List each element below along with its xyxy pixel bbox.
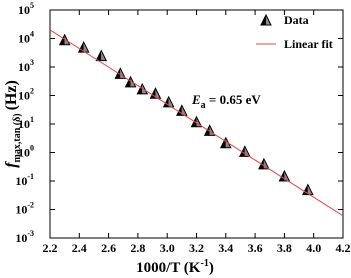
data-point <box>278 169 291 182</box>
y-tick-label: 103 <box>18 58 34 74</box>
y-tick-exponent: 1 <box>30 115 34 124</box>
marker-outline <box>278 169 291 182</box>
y-tick-base: 10 <box>18 117 30 131</box>
y-tick-base: 10 <box>15 174 27 188</box>
y-tick-base: 10 <box>15 203 27 217</box>
x-tick-label: 3.6 <box>248 241 263 255</box>
x-tick-label: 3.2 <box>189 241 204 255</box>
y-tick-exponent: 4 <box>30 30 34 39</box>
x-tick-label: 3.4 <box>218 241 233 255</box>
y-tick-exponent: -3 <box>27 229 34 238</box>
y-tick-exponent: 2 <box>30 87 34 96</box>
x-label-sup: -1 <box>200 258 208 269</box>
x-tick-label: 4.0 <box>306 241 321 255</box>
x-tick-label: 3.8 <box>277 241 292 255</box>
y-tick-label: 104 <box>18 30 34 46</box>
y-tick-base: 10 <box>18 32 30 46</box>
data-point <box>162 95 175 108</box>
y-tick-label: 10-2 <box>15 201 34 217</box>
y-tick-base: 10 <box>18 89 30 103</box>
marker-outline <box>136 82 149 95</box>
y-label-unit: (Hz) <box>3 80 20 110</box>
x-label-main: 1000/T (K <box>136 260 201 276</box>
y-tick-exponent: 0 <box>30 144 34 153</box>
marker-outline <box>203 124 216 136</box>
x-tick-label: 2.4 <box>72 241 87 255</box>
data-point <box>302 183 314 196</box>
marker-outline <box>124 75 137 88</box>
annotation-text: = 0.65 eV <box>206 92 262 107</box>
marker-outline <box>176 104 188 116</box>
data-point <box>95 49 108 62</box>
marker-outline <box>77 40 90 53</box>
y-tick-base: 10 <box>18 146 30 160</box>
x-tick-label: 2.2 <box>43 241 58 255</box>
y-tick-exponent: 3 <box>30 58 34 67</box>
x-axis-label: 1000/T (K-1) <box>136 258 214 276</box>
marker-outline <box>162 95 175 108</box>
y-tick-base: 10 <box>18 3 30 17</box>
marker-outline <box>95 49 108 62</box>
y-tick-exponent: -1 <box>27 172 34 181</box>
annotation-sub: a <box>201 100 206 111</box>
data-point <box>58 33 71 46</box>
x-tick-label: 2.6 <box>101 241 116 255</box>
y-label-main: f <box>3 161 20 168</box>
x-label-end: ) <box>209 260 214 276</box>
x-tick-label: 2.8 <box>130 241 145 255</box>
data-point <box>124 75 137 88</box>
legend-marker <box>260 13 272 26</box>
fit-line <box>49 29 344 217</box>
x-tick-label: 4.2 <box>336 241 351 255</box>
x-tick-label: 3.0 <box>160 241 175 255</box>
y-tick-base: 10 <box>15 231 27 245</box>
y-axis-label: fmax,tan (δ) (Hz) <box>3 80 23 168</box>
data-point <box>203 124 216 136</box>
y-tick-label: 10-1 <box>15 172 34 188</box>
annotation-main: E <box>191 92 201 107</box>
legend-label: Data <box>284 13 309 27</box>
marker-outline <box>239 145 251 157</box>
legend-label: Linear fit <box>284 37 333 51</box>
marker-outline <box>149 87 162 99</box>
y-tick-exponent: -2 <box>27 201 34 210</box>
marker-outline <box>58 33 71 46</box>
y-tick-label: 105 <box>18 1 34 17</box>
y-label-sub: max,tan (δ) <box>12 113 23 162</box>
y-tick-label: 100 <box>18 144 34 160</box>
y-tick-label: 102 <box>18 87 34 103</box>
y-tick-exponent: 5 <box>30 1 34 10</box>
marker-outline <box>260 13 272 26</box>
marker-outline <box>302 183 314 196</box>
data-point <box>77 40 90 53</box>
y-tick-label: 10-3 <box>15 229 34 245</box>
y-tick-base: 10 <box>18 60 30 74</box>
annotation: Ea = 0.65 eV <box>191 92 261 111</box>
y-tick-label: 101 <box>18 115 34 131</box>
